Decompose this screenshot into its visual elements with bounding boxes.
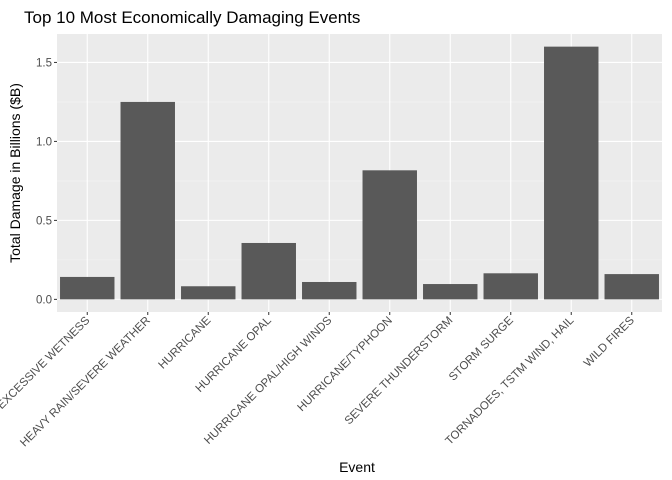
bar (181, 286, 236, 300)
y-axis-title: Total Damage in Billions ($B) (7, 83, 23, 263)
bar (120, 101, 175, 300)
x-tick-label: HURRICANE (157, 314, 214, 371)
y-tick-label: 0.0 (36, 294, 52, 306)
x-tick-label: HEAVY RAIN/SEVERE WEATHER (18, 315, 153, 450)
y-tick-label: 0.5 (36, 215, 52, 227)
x-tick-label: SEVERE THUNDERSTORM (343, 315, 456, 428)
bar (423, 284, 478, 300)
bar (544, 46, 599, 300)
bar (302, 281, 357, 300)
bar (604, 274, 659, 300)
x-tick-label: STORM SURGE (447, 314, 516, 383)
bars (60, 46, 659, 300)
chart-title: Top 10 Most Economically Damaging Events (24, 8, 360, 27)
bar (362, 170, 417, 300)
y-tick-label: 1.0 (36, 136, 52, 148)
bar (241, 242, 296, 300)
x-axis-title: Event (339, 459, 375, 475)
x-tick-label: HURRICANE OPAL/HIGH WINDS (202, 314, 334, 446)
bar (60, 276, 115, 300)
y-axis: 0.0 0.5 1.0 1.5 (36, 57, 57, 306)
x-tick-label: WILD FIRES (582, 314, 637, 369)
y-tick-label: 1.5 (36, 57, 52, 69)
bar (483, 273, 538, 300)
x-tick-label: TORNADOES, TSTM WIND, HAIL (443, 314, 576, 447)
